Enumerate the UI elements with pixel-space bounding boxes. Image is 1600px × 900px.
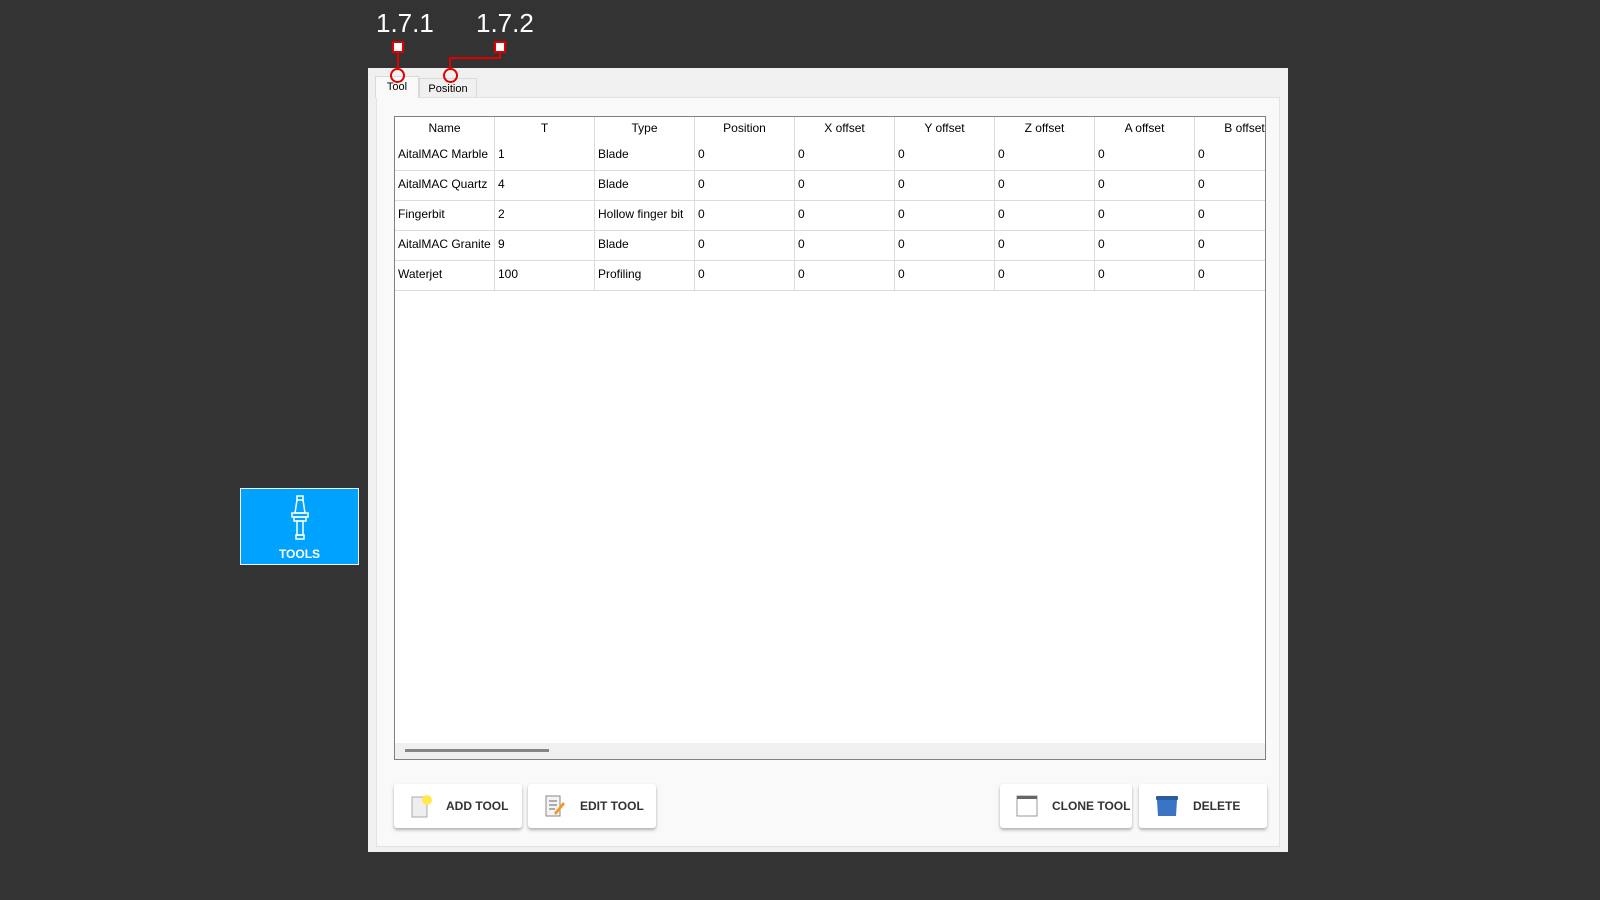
table-cell[interactable]: Hollow finger bit — [595, 201, 695, 230]
table-cell[interactable]: 0 — [795, 231, 895, 260]
annotation-marker-1 — [392, 41, 404, 53]
table-cell[interactable]: Blade — [595, 231, 695, 260]
table-cell[interactable]: 0 — [895, 141, 995, 170]
table-cell[interactable]: Profiling — [595, 261, 695, 290]
table-cell[interactable]: 0 — [995, 201, 1095, 230]
table-cell[interactable]: 1 — [495, 141, 595, 170]
table-cell[interactable]: 0 — [1195, 201, 1265, 230]
column-header[interactable]: Position — [695, 117, 795, 141]
table-cell[interactable]: 0 — [1095, 231, 1195, 260]
table-cell[interactable]: 0 — [995, 171, 1095, 200]
table-cell[interactable]: 0 — [995, 261, 1095, 290]
table-cell[interactable]: AitalMAC Quartz — [395, 171, 495, 200]
table-cell[interactable]: 0 — [995, 231, 1095, 260]
annotation-target-1 — [390, 68, 405, 83]
table-cell[interactable]: 0 — [895, 171, 995, 200]
column-header[interactable]: X offset — [795, 117, 895, 141]
table-cell[interactable]: 0 — [995, 141, 1095, 170]
tool-holder-icon — [290, 495, 309, 540]
column-header[interactable]: Y offset — [895, 117, 995, 141]
table-cell[interactable]: 2 — [495, 201, 595, 230]
table-cell[interactable]: 0 — [895, 201, 995, 230]
annotation-line-2a — [499, 53, 501, 58]
add-tool-label: ADD TOOL — [446, 799, 509, 813]
table-cell[interactable]: 0 — [795, 141, 895, 170]
table-cell[interactable]: AitalMAC Granite — [395, 231, 495, 260]
annotation-line-2b — [449, 57, 501, 59]
table-cell[interactable]: Waterjet — [395, 261, 495, 290]
table-cell[interactable]: 0 — [895, 231, 995, 260]
table-cell[interactable]: 0 — [795, 201, 895, 230]
table-cell[interactable]: AitalMAC Marble — [395, 141, 495, 170]
table-row[interactable]: AitalMAC Quartz 4 Blade 0 0 0 0 0 0 — [395, 171, 1265, 201]
table-cell[interactable]: 0 — [695, 201, 795, 230]
table-cell[interactable]: Fingerbit — [395, 201, 495, 230]
column-header[interactable]: A offset — [1095, 117, 1195, 141]
clone-tool-label: CLONE TOOL — [1052, 799, 1131, 813]
column-header[interactable]: Type — [595, 117, 695, 141]
table-cell[interactable]: 0 — [1195, 231, 1265, 260]
table-cell[interactable]: Blade — [595, 171, 695, 200]
table-row[interactable]: Waterjet 100 Profiling 0 0 0 0 0 0 — [395, 261, 1265, 291]
scrollbar-thumb[interactable] — [405, 749, 549, 752]
annotation-marker-2 — [494, 41, 506, 53]
table-cell[interactable]: 0 — [695, 171, 795, 200]
trash-icon — [1156, 796, 1178, 816]
table-cell[interactable]: 0 — [1095, 201, 1195, 230]
table-cell[interactable]: 0 — [695, 261, 795, 290]
annotation-line-1 — [397, 53, 399, 69]
delete-label: DELETE — [1193, 799, 1241, 813]
table-row[interactable]: Fingerbit 2 Hollow finger bit 0 0 0 0 0 0 — [395, 201, 1265, 231]
column-header[interactable]: T — [495, 117, 595, 141]
column-header[interactable]: Z offset — [995, 117, 1095, 141]
table-cell[interactable]: 0 — [695, 141, 795, 170]
table-cell[interactable]: 0 — [795, 171, 895, 200]
table-cell[interactable]: 100 — [495, 261, 595, 290]
table-cell[interactable]: 0 — [1095, 171, 1195, 200]
table-cell[interactable]: 4 — [495, 171, 595, 200]
annotation-line-2c — [449, 57, 451, 69]
table-cell[interactable]: 0 — [695, 231, 795, 260]
delete-button[interactable]: DELETE — [1139, 784, 1267, 828]
tools-nav-button[interactable]: TOOLS — [240, 488, 359, 565]
window-icon — [1016, 795, 1038, 817]
horizontal-scrollbar[interactable] — [395, 743, 1265, 759]
table-cell[interactable]: Blade — [595, 141, 695, 170]
table-cell[interactable]: 0 — [895, 261, 995, 290]
table-cell[interactable]: 0 — [1095, 141, 1195, 170]
add-tool-button[interactable]: ADD TOOL — [394, 784, 522, 828]
column-header[interactable]: B offset — [1195, 117, 1265, 141]
annotation-target-2 — [443, 68, 458, 83]
table-cell[interactable]: 0 — [1195, 141, 1265, 170]
edit-tool-label: EDIT TOOL — [580, 799, 644, 813]
edit-tool-button[interactable]: EDIT TOOL — [528, 784, 656, 828]
column-header[interactable]: Name — [395, 117, 495, 141]
table-cell[interactable]: 0 — [1195, 171, 1265, 200]
table-row[interactable]: AitalMAC Marble 1 Blade 0 0 0 0 0 0 — [395, 141, 1265, 171]
clone-tool-button[interactable]: CLONE TOOL — [1000, 784, 1132, 828]
table-cell[interactable]: 0 — [1195, 261, 1265, 290]
table-cell[interactable]: 0 — [795, 261, 895, 290]
table-row[interactable]: AitalMAC Granite 9 Blade 0 0 0 0 0 0 — [395, 231, 1265, 261]
table-cell[interactable]: 0 — [1095, 261, 1195, 290]
table-body: AitalMAC Marble 1 Blade 0 0 0 0 0 0 AitalMAC Quar… — [395, 141, 1265, 291]
table-cell[interactable]: 9 — [495, 231, 595, 260]
annotation-label-1: 1.7.1 — [376, 8, 434, 38]
edit-document-icon — [545, 795, 565, 817]
new-document-icon — [411, 795, 432, 818]
table-header: Name T Type Position X offset Y offset Z offse… — [395, 117, 1265, 141]
annotation-label-2: 1.7.2 — [476, 8, 534, 38]
tool-table: Name T Type Position X offset Y offset Z offse… — [394, 116, 1266, 760]
tools-label: TOOLS — [278, 547, 321, 561]
